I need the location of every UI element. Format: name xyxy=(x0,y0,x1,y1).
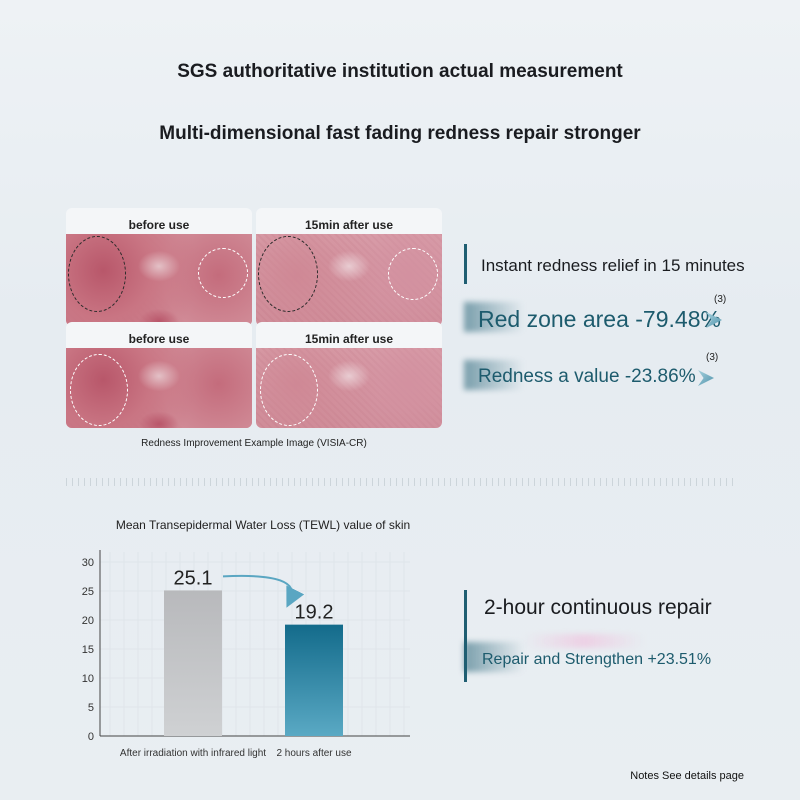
accent-bar xyxy=(464,590,467,682)
y-tick-label: 15 xyxy=(82,644,94,656)
bar-1 xyxy=(164,590,222,736)
tewl-bar-chart: 0 5 10 15 20 25 30 25.1 After irradiation with i… xyxy=(82,550,410,759)
redness-marker xyxy=(68,236,126,312)
x-tick-label: 2 hours after use xyxy=(276,748,351,759)
chart-title: Mean Transepidermal Water Loss (TEWL) va… xyxy=(115,518,411,532)
photo-before-1: before use xyxy=(66,208,252,326)
footnote-ref: (3) xyxy=(714,294,727,305)
bar-value-label: 19.2 xyxy=(295,602,334,624)
image-caption: Redness Improvement Example Image (VISIA… xyxy=(141,438,367,449)
face-redness-image xyxy=(66,348,252,428)
redness-heading: Instant redness relief in 15 minutes xyxy=(481,256,745,275)
y-tick-label: 10 xyxy=(82,673,94,685)
redness-marker xyxy=(260,354,318,426)
redness-a-stat: Redness a value -23.86% xyxy=(478,366,696,388)
y-tick-label: 5 xyxy=(88,702,94,714)
face-redness-image xyxy=(256,234,442,326)
accent-bar xyxy=(464,244,467,284)
photo-label: before use xyxy=(128,218,190,232)
stat-shade xyxy=(464,302,524,332)
photo-after-1: 15min after use xyxy=(256,208,442,326)
redness-panel: Instant redness relief in 15 minutes Red… xyxy=(464,244,764,394)
decrease-arrow-icon xyxy=(222,574,305,608)
redness-marker xyxy=(70,354,128,426)
repair-panel: 2-hour continuous repair Repair and Stre… xyxy=(464,590,764,682)
face-redness-image xyxy=(66,234,252,326)
repair-heading: 2-hour continuous repair xyxy=(484,596,712,619)
footnote-ref: (3) xyxy=(706,352,719,363)
y-tick-label: 0 xyxy=(88,731,94,743)
page-title: SGS authoritative institution actual mea… xyxy=(177,61,623,82)
stat-shade xyxy=(464,360,524,390)
arrow-icon xyxy=(698,370,714,386)
red-zone-stat-text: Red zone area -79.48% xyxy=(478,306,721,332)
photo-before-2: before use xyxy=(66,322,252,428)
bar-value-label: 25.1 xyxy=(174,567,213,589)
y-tick-label: 25 xyxy=(82,586,94,598)
red-zone-stat: Red zone area -79.48% xyxy=(478,306,721,333)
highlight-glow xyxy=(524,634,644,648)
y-tick-label: 20 xyxy=(82,615,94,627)
y-tick-label: 30 xyxy=(82,557,94,569)
x-tick-label: After irradiation with infrared light xyxy=(120,748,266,759)
bar-2 xyxy=(285,624,343,736)
redness-marker xyxy=(198,248,248,298)
photo-label: before use xyxy=(128,332,190,346)
photo-label: 15min after use xyxy=(304,218,394,232)
repair-stat: Repair and Strengthen +23.51% xyxy=(482,651,712,668)
redness-a-stat-text: Redness a value -23.86% xyxy=(478,366,696,387)
redness-marker xyxy=(388,248,438,300)
photo-label: 15min after use xyxy=(304,332,394,346)
face-redness-image xyxy=(256,348,442,428)
page-subtitle: Multi-dimensional fast fading redness re… xyxy=(159,123,641,144)
stat-shade xyxy=(464,642,524,672)
notes-link[interactable]: Notes See details page xyxy=(630,770,744,782)
divider-ruler xyxy=(66,478,736,486)
redness-marker xyxy=(258,236,318,312)
photo-after-2: 15min after use xyxy=(256,322,442,428)
